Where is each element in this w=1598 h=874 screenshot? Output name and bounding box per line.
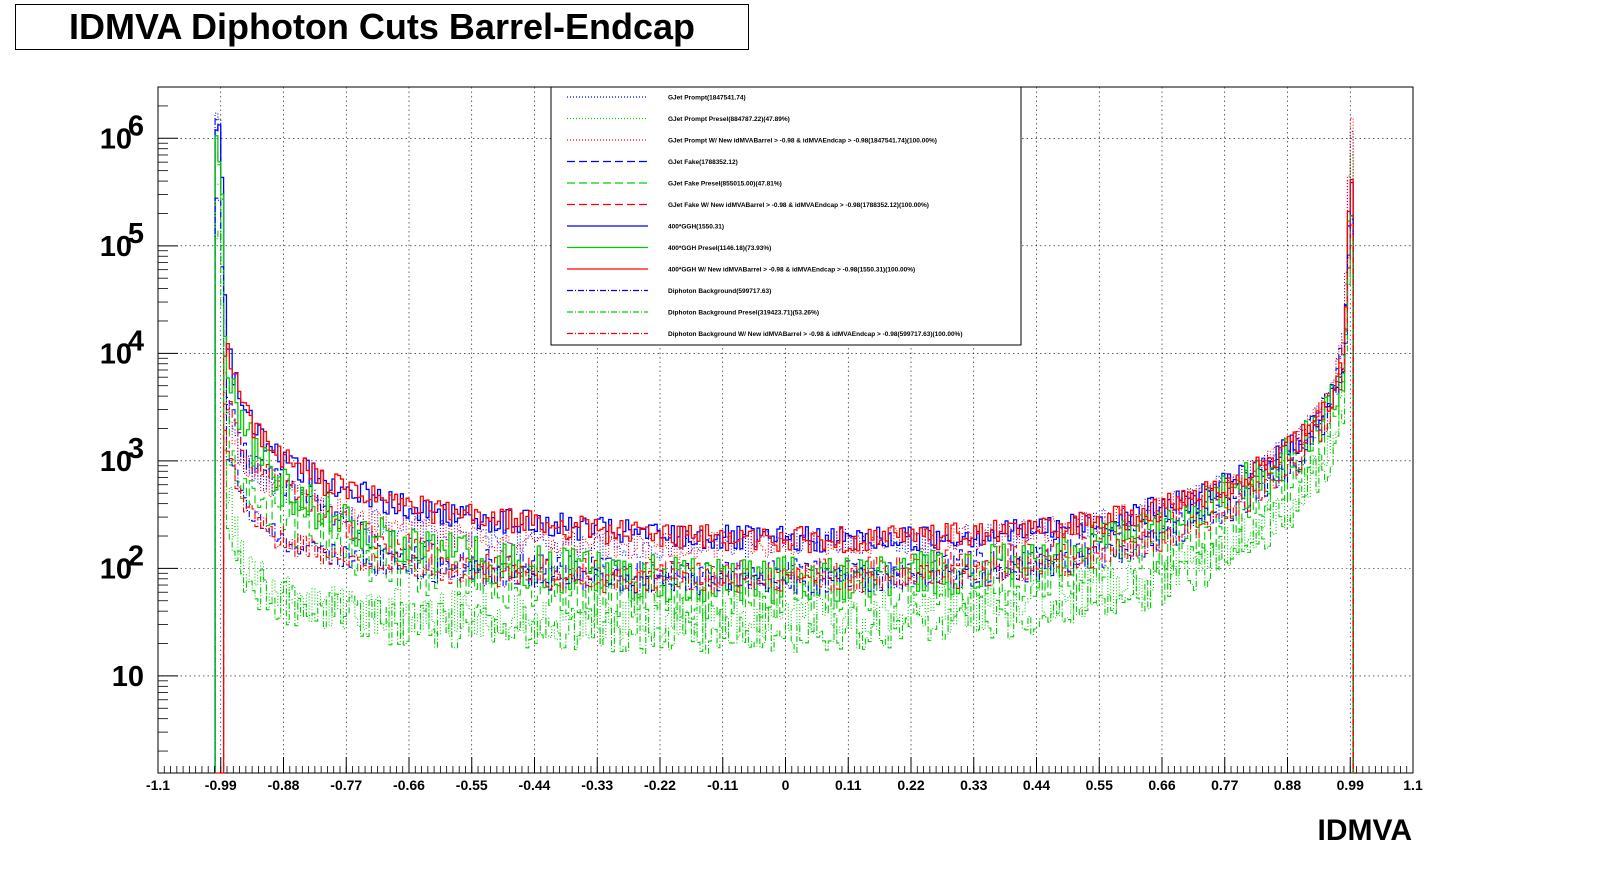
legend-entry-label: GJet Fake W/ New idMVABarrel > -0.98 & i…	[668, 202, 929, 209]
y-tick-label: 10	[100, 123, 132, 155]
legend-entry-label: Diphoton Background W/ New idMVABarrel >…	[668, 331, 963, 338]
y-tick-exponent: 2	[128, 540, 144, 572]
legend-entry-label: Diphoton Background(599717.63)	[668, 288, 771, 295]
legend-entry-label: GJet Fake Presel(855015.00)(47.81%)	[668, 181, 782, 188]
legend-entry-label: 400*GGH W/ New idMVABarrel > -0.98 & idM…	[668, 267, 915, 274]
x-tick-label: -0.44	[519, 777, 551, 793]
x-tick-label: 0.44	[1023, 777, 1050, 793]
x-tick-label: 0.55	[1086, 777, 1113, 793]
series-line	[214, 230, 1356, 774]
legend-entry-label: GJet Prompt W/ New idMVABarrel > -0.98 &…	[668, 138, 937, 145]
legend-box	[550, 86, 1022, 346]
x-tick-label: 0	[782, 777, 790, 793]
y-tick-exponent: 3	[128, 433, 144, 465]
x-tick-label: 0.66	[1148, 777, 1175, 793]
axes: -1.1 -0.99 -0.88 -0.77 -0.66 -0.55 -0.44 -0.33 -…	[100, 86, 1423, 793]
x-tick-label: 0.88	[1274, 777, 1301, 793]
legend-entry-label: GJet Fake(1788352.12)	[668, 159, 738, 166]
x-tick-label: -0.22	[644, 777, 676, 793]
y-tick-label: 10	[100, 446, 132, 478]
series-line	[214, 197, 1356, 774]
legend-entry-label: GJet Prompt(1847541.74)	[668, 95, 746, 102]
chart-title-box: IDMVA Diphoton Cuts Barrel-Endcap	[15, 4, 749, 50]
x-tick-label: -0.11	[707, 777, 738, 793]
legend: GJet Prompt(1847541.74) GJet Prompt Prese…	[550, 86, 1022, 346]
y-tick-label: 10	[100, 231, 132, 263]
legend-entry-label: 400*GGH(1550.31)	[668, 224, 724, 231]
y-tick-label: 10	[100, 338, 132, 370]
series-group	[214, 112, 1356, 774]
x-tick-label: -0.55	[456, 777, 488, 793]
x-tick-label: 0.33	[960, 777, 987, 793]
x-tick-label: 0.99	[1337, 777, 1364, 793]
chart-title: IDMVA Diphoton Cuts Barrel-Endcap	[68, 6, 695, 47]
series-line	[215, 179, 1356, 774]
series-line	[214, 135, 1356, 774]
x-tick-label: 0.22	[897, 777, 924, 793]
x-tick-label: 1.1	[1403, 777, 1423, 793]
x-axis-title: IDMVA	[1318, 814, 1412, 847]
x-tick-label: -0.99	[205, 777, 237, 793]
y-tick-exponent: 5	[128, 218, 144, 250]
y-tick-exponent: 4	[128, 325, 144, 357]
y-tick-exponent: 6	[128, 110, 144, 142]
x-tick-label: 0.11	[835, 777, 862, 793]
x-tick-label: -0.66	[393, 777, 425, 793]
legend-entry-label: GJet Prompt Presel(884787.22)(47.89%)	[668, 116, 790, 123]
x-tick-label: -0.88	[268, 777, 300, 793]
legend-entry-label: Diphoton Background Presel(319423.71)(53…	[668, 310, 819, 317]
legend-entry-label: 400*GGH Presel(1146.18)(73.93%)	[668, 245, 771, 252]
x-tick-label: -0.77	[330, 777, 362, 793]
y-tick-label: 10	[112, 661, 144, 693]
y-tick-label: 10	[100, 553, 132, 585]
grid	[157, 87, 1414, 773]
x-tick-label: -0.33	[581, 777, 613, 793]
x-tick-label: -1.1	[146, 777, 170, 793]
series-line	[215, 215, 1356, 774]
x-tick-label: 0.77	[1211, 777, 1238, 793]
